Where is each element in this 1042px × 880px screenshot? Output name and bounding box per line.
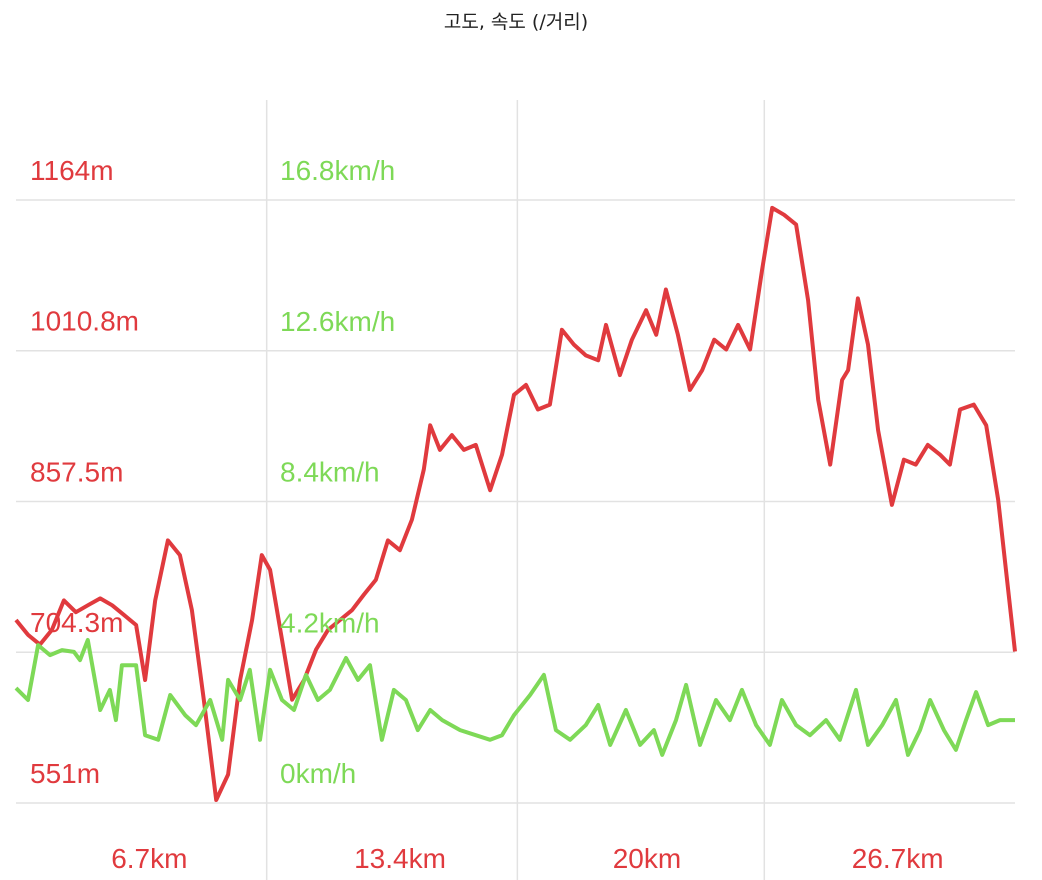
data-line [14, 638, 1015, 757]
x-tick-label: 26.7km [852, 843, 944, 874]
y2-tick-label: 12.6km/h [280, 306, 395, 337]
y-tick-label: 704.3m [30, 607, 123, 638]
x-tick-label: 20km [613, 843, 681, 874]
data-line [14, 205, 1017, 802]
y2-tick-label: 4.2km/h [280, 607, 380, 638]
y2-tick-label: 0km/h [280, 758, 356, 789]
y-tick-label: 857.5m [30, 457, 123, 488]
y-tick-label: 1010.8m [30, 306, 139, 337]
y-tick-label: 1164m [30, 155, 114, 186]
chart-title: 고도, 속도 (/거리) [444, 11, 588, 33]
x-tick-label: 13.4km [354, 843, 446, 874]
x-tick-label: 6.7km [111, 843, 187, 874]
y-tick-label: 551m [30, 758, 100, 789]
y2-tick-label: 8.4km/h [280, 457, 380, 488]
y2-tick-label: 16.8km/h [280, 155, 395, 186]
